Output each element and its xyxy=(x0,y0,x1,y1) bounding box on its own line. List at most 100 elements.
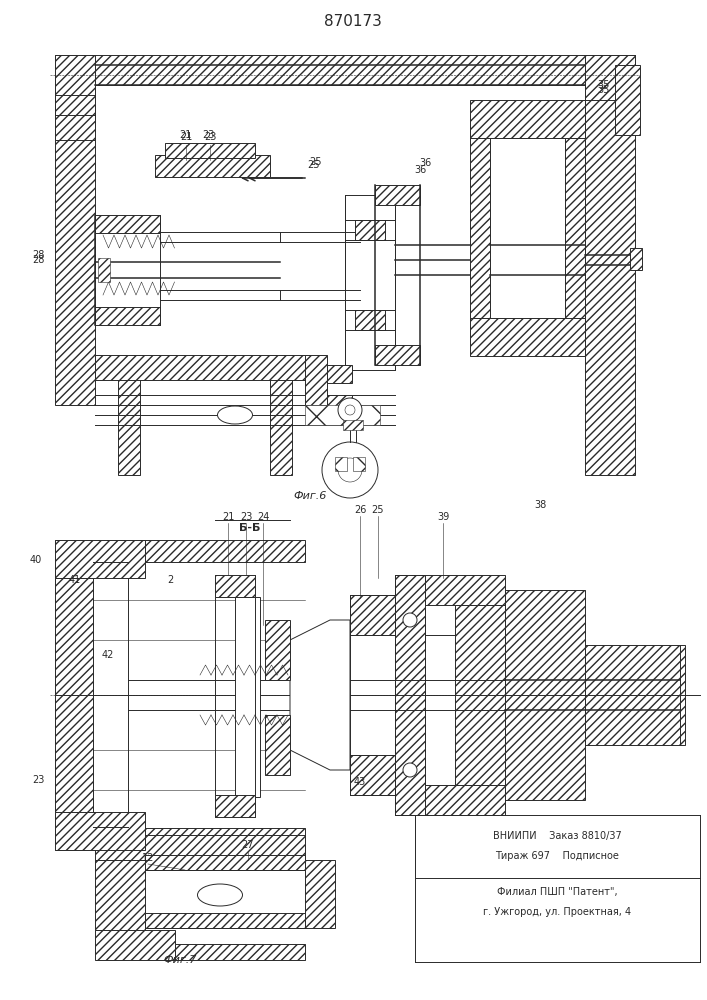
Text: 35: 35 xyxy=(597,85,609,95)
Bar xyxy=(353,457,365,471)
Bar xyxy=(425,635,480,785)
Bar xyxy=(270,355,292,475)
Bar xyxy=(265,715,290,775)
Text: 41: 41 xyxy=(69,575,81,585)
Bar xyxy=(565,138,585,318)
Text: 28: 28 xyxy=(32,255,44,265)
Bar xyxy=(145,855,305,870)
Bar xyxy=(118,355,140,475)
Circle shape xyxy=(338,398,362,422)
Bar xyxy=(585,645,685,745)
Bar xyxy=(505,590,585,800)
Bar xyxy=(175,944,305,960)
Circle shape xyxy=(403,763,417,777)
Text: 12: 12 xyxy=(142,853,154,863)
Text: 870173: 870173 xyxy=(324,14,382,29)
Bar xyxy=(505,605,560,635)
Bar xyxy=(343,420,363,430)
Bar xyxy=(470,138,490,318)
Bar xyxy=(55,55,95,140)
Text: 39: 39 xyxy=(437,512,449,522)
Text: 2: 2 xyxy=(167,575,173,585)
Text: 42: 42 xyxy=(102,650,115,660)
Text: ВНИИПИ    Заказ 8810/37: ВНИИПИ Заказ 8810/37 xyxy=(493,831,621,841)
Bar xyxy=(155,155,270,177)
Bar xyxy=(55,812,145,850)
Bar xyxy=(95,930,175,960)
Text: 28: 28 xyxy=(32,250,44,260)
Text: Тираж 697    Подписное: Тираж 697 Подписное xyxy=(495,851,619,861)
Bar xyxy=(95,835,305,860)
Text: 23: 23 xyxy=(201,130,214,140)
Bar xyxy=(145,913,305,928)
Circle shape xyxy=(345,405,355,415)
Text: 21: 21 xyxy=(222,512,234,522)
Bar xyxy=(215,795,255,817)
Bar xyxy=(490,138,565,318)
Bar xyxy=(355,220,385,240)
Ellipse shape xyxy=(197,884,243,906)
Text: Фиг.6: Фиг.6 xyxy=(293,491,327,501)
Text: 23: 23 xyxy=(204,132,216,142)
Bar xyxy=(95,355,310,380)
Text: 21: 21 xyxy=(179,130,191,140)
Text: 25: 25 xyxy=(309,157,321,167)
Bar xyxy=(350,755,395,795)
Text: 36: 36 xyxy=(414,165,426,175)
Text: 26: 26 xyxy=(354,505,366,515)
Bar xyxy=(93,562,128,827)
Text: Филиал ПШП "Патент",: Филиал ПШП "Патент", xyxy=(497,887,617,897)
Text: 23: 23 xyxy=(240,512,252,522)
Circle shape xyxy=(338,458,362,482)
Circle shape xyxy=(322,442,378,498)
Text: 36: 36 xyxy=(419,158,431,168)
Bar xyxy=(425,785,505,815)
Text: г. Ужгород, ул. Проектная, 4: г. Ужгород, ул. Проектная, 4 xyxy=(483,907,631,917)
Bar xyxy=(375,345,420,365)
Text: 23: 23 xyxy=(32,775,44,785)
Bar xyxy=(95,215,160,233)
Text: 25: 25 xyxy=(372,505,384,515)
Text: 21: 21 xyxy=(180,132,192,142)
Bar xyxy=(350,595,395,635)
Bar xyxy=(95,540,305,562)
Text: 40: 40 xyxy=(30,555,42,565)
Text: Б-Б: Б-Б xyxy=(239,523,261,533)
Bar xyxy=(235,597,260,797)
Circle shape xyxy=(403,613,417,627)
Bar xyxy=(327,395,352,413)
Ellipse shape xyxy=(218,406,252,424)
Bar xyxy=(470,100,585,138)
Bar xyxy=(95,828,305,850)
Bar xyxy=(335,457,347,471)
Bar xyxy=(470,318,585,356)
Bar xyxy=(55,578,93,812)
Bar xyxy=(215,575,255,597)
Text: 24: 24 xyxy=(257,512,269,522)
Bar xyxy=(425,575,505,605)
Bar xyxy=(55,55,635,85)
Bar xyxy=(327,365,352,383)
Bar xyxy=(98,258,110,282)
Bar xyxy=(305,860,335,928)
Text: 25: 25 xyxy=(307,160,320,170)
Bar xyxy=(55,540,145,578)
Bar xyxy=(95,860,145,930)
Bar xyxy=(395,575,425,815)
Bar xyxy=(505,756,560,786)
Bar xyxy=(355,310,385,330)
Bar xyxy=(55,55,95,405)
Bar xyxy=(615,65,640,135)
Text: 27: 27 xyxy=(242,840,255,850)
Bar xyxy=(630,248,642,270)
Bar xyxy=(375,185,420,205)
Polygon shape xyxy=(290,620,350,770)
Text: 35: 35 xyxy=(597,80,609,90)
Bar xyxy=(95,307,160,325)
Bar xyxy=(345,195,395,370)
Text: Фиг.7: Фиг.7 xyxy=(163,955,197,965)
Bar xyxy=(305,355,327,405)
Bar xyxy=(585,55,635,475)
Text: 43: 43 xyxy=(354,777,366,787)
Bar xyxy=(55,540,95,850)
